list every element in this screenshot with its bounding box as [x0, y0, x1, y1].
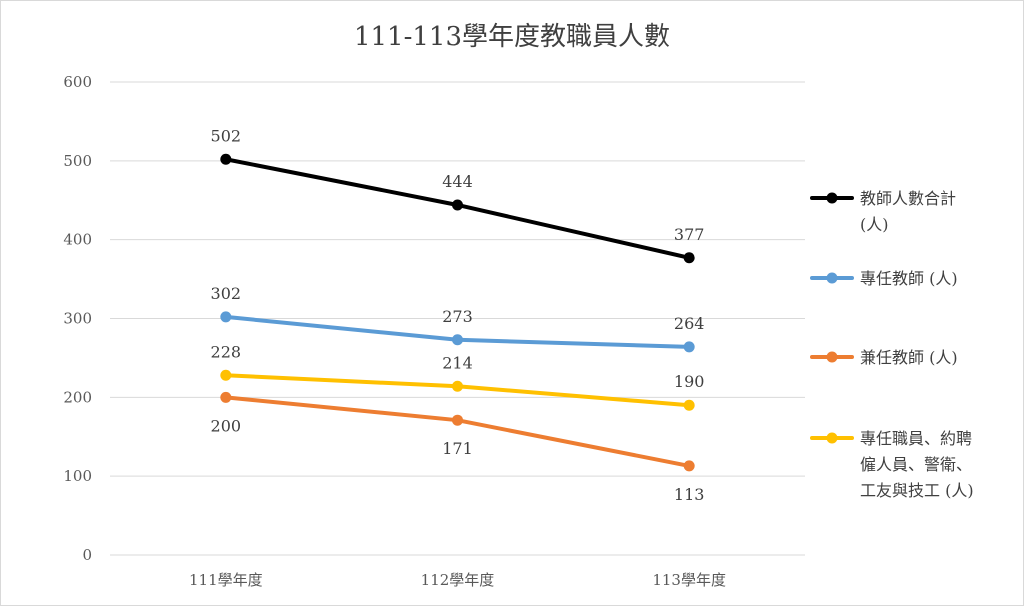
data-label: 171: [442, 439, 473, 458]
data-label: 214: [442, 353, 473, 372]
x-tick-label: 112學年度: [421, 571, 495, 589]
data-label: 444: [442, 172, 473, 191]
data-point: [683, 399, 695, 411]
data-labels: 502 444 377 302 273 264 200 171 113 228 214 190: [211, 126, 705, 504]
data-point: [452, 414, 463, 426]
y-tick-label: 300: [63, 310, 92, 328]
legend-label: 專任職員、約聘: [860, 429, 972, 448]
data-point: [220, 311, 232, 323]
data-label: 502: [211, 126, 242, 145]
data-label: 200: [211, 416, 242, 435]
legend-label: 工友與技工 (人): [860, 481, 974, 500]
data-label: 273: [442, 307, 473, 326]
legend-marker-dot: [826, 432, 838, 444]
legend-label: 專任教師 (人): [860, 269, 958, 288]
legend-label: 兼任教師 (人): [860, 348, 958, 367]
legend-label: 教師人數合計: [860, 189, 956, 208]
legend-marker-dot: [826, 351, 838, 363]
chart-title: 111-113學年度教職員人數: [354, 22, 670, 52]
series-lines: [220, 153, 695, 472]
y-axis-ticks: 0 100 200 300 400 500 600: [63, 73, 92, 564]
data-point: [220, 391, 232, 403]
data-label: 113: [674, 485, 705, 504]
legend-label: 僱人員、警衛、: [860, 455, 972, 474]
y-tick-label: 500: [63, 152, 92, 170]
data-point: [452, 334, 463, 346]
data-label: 228: [211, 342, 242, 361]
data-label: 190: [674, 372, 705, 391]
data-point: [683, 460, 695, 472]
legend-marker-dot: [826, 272, 838, 284]
data-label: 264: [674, 314, 705, 333]
data-point: [683, 252, 695, 264]
data-point: [683, 341, 695, 353]
data-point: [220, 369, 232, 381]
legend-label: (人): [860, 215, 889, 234]
y-tick-label: 400: [63, 231, 92, 249]
x-axis-ticks: 111學年度 112學年度 113學年度: [189, 571, 726, 589]
y-tick-label: 600: [63, 73, 92, 91]
y-tick-label: 100: [63, 467, 92, 485]
data-point: [452, 199, 463, 211]
x-tick-label: 111學年度: [189, 571, 263, 589]
x-tick-label: 113學年度: [652, 571, 726, 589]
data-point: [220, 153, 232, 165]
y-tick-label: 0: [82, 546, 92, 564]
data-label: 377: [674, 225, 705, 244]
y-tick-label: 200: [63, 388, 92, 406]
gridlines: [110, 81, 805, 556]
data-label: 302: [211, 284, 242, 303]
legend-marker-dot: [826, 192, 838, 204]
data-point: [452, 380, 463, 392]
legend: 教師人數合計 (人) 專任教師 (人) 兼任教師 (人) 專任職員、約聘僱人員、警衛、工…: [810, 189, 974, 500]
